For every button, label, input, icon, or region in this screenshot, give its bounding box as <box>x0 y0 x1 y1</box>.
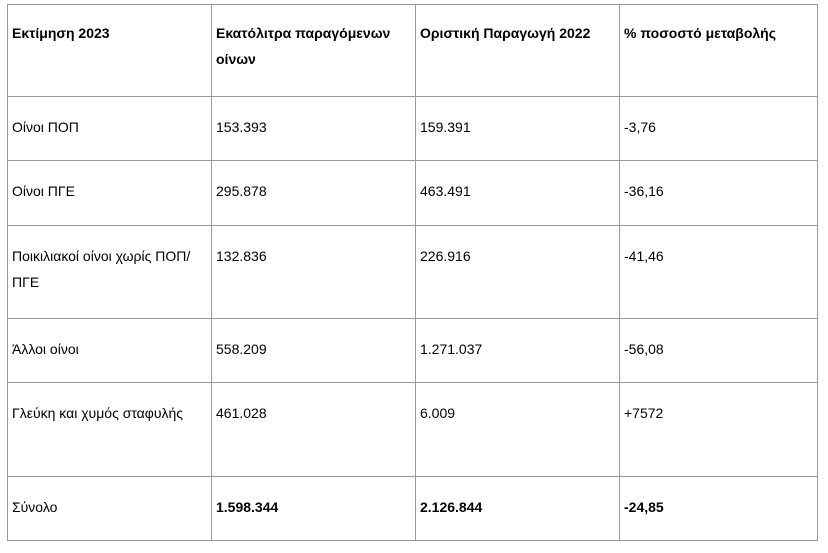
table-cell: Οίνοι ΠΟΠ <box>7 96 212 161</box>
table-cell: 159.391 <box>415 96 620 161</box>
table-cell: Ποικιλιακοί οίνοι χωρίς ΠΟΠ/ΠΓΕ <box>7 225 212 319</box>
table-cell: -56,08 <box>619 318 818 383</box>
total-row: Σύνολο 1.598.344 2.126.844 -24,85 <box>7 476 818 541</box>
table-cell: 558.209 <box>211 318 416 383</box>
table-cell: -41,46 <box>619 225 818 319</box>
data-row: Οίνοι ΠΓΕ 295.878 463.491 -36,16 <box>7 160 818 226</box>
data-row: Άλλοι οίνοι 558.209 1.271.037 -56,08 <box>7 318 818 383</box>
data-table: Εκτίμηση 2023 Εκατόλιτρα παραγόμενων οίνω… <box>7 4 818 541</box>
table-cell: Άλλοι οίνοι <box>7 318 212 383</box>
table-cell: Οίνοι ΠΓΕ <box>7 160 212 226</box>
table-cell: 1.598.344 <box>211 476 416 541</box>
table-cell: Γλεύκη και χυμός σταφυλής <box>7 382 212 477</box>
data-row: Γλεύκη και χυμός σταφυλής 461.028 6.009 +75… <box>7 382 818 477</box>
header-cell: Οριστική Παραγωγή 2022 <box>415 4 620 97</box>
table-cell: 461.028 <box>211 382 416 477</box>
table-body: Εκτίμηση 2023 Εκατόλιτρα παραγόμενων οίνω… <box>7 4 818 541</box>
table-cell: -36,16 <box>619 160 818 226</box>
table-cell: 295.878 <box>211 160 416 226</box>
table-cell: 6.009 <box>415 382 620 477</box>
data-row: Οίνοι ΠΟΠ 153.393 159.391 -3,76 <box>7 96 818 161</box>
table-cell: Σύνολο <box>7 476 212 541</box>
header-row: Εκτίμηση 2023 Εκατόλιτρα παραγόμενων οίνω… <box>7 4 818 97</box>
data-row: Ποικιλιακοί οίνοι χωρίς ΠΟΠ/ΠΓΕ 132.836 22… <box>7 225 818 319</box>
header-cell: % ποσοστό μεταβολής <box>619 4 818 97</box>
header-cell: Εκτίμηση 2023 <box>7 4 212 97</box>
table-cell: 226.916 <box>415 225 620 319</box>
table-cell: +7572 <box>619 382 818 477</box>
table-cell: 463.491 <box>415 160 620 226</box>
header-cell: Εκατόλιτρα παραγόμενων οίνων <box>211 4 416 97</box>
table-cell: 132.836 <box>211 225 416 319</box>
table-cell: -3,76 <box>619 96 818 161</box>
table-cell: 1.271.037 <box>415 318 620 383</box>
table-cell: -24,85 <box>619 476 818 541</box>
table-cell: 2.126.844 <box>415 476 620 541</box>
table-cell: 153.393 <box>211 96 416 161</box>
